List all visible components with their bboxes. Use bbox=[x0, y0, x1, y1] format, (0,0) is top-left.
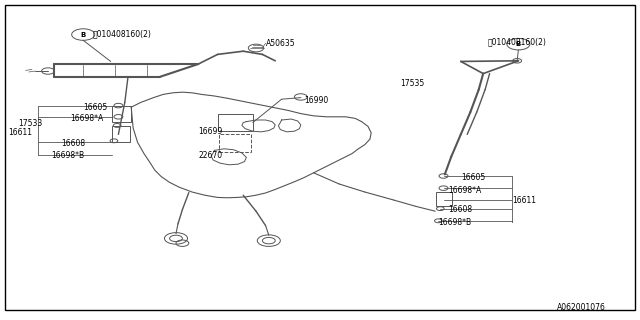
Text: B: B bbox=[81, 32, 86, 37]
Text: 16608: 16608 bbox=[61, 139, 85, 148]
Bar bbox=[436, 192, 452, 206]
Text: 22670: 22670 bbox=[198, 151, 223, 160]
Text: 16698*A: 16698*A bbox=[70, 114, 104, 123]
Bar bbox=[112, 126, 130, 142]
Bar bbox=[112, 106, 131, 122]
Text: Ⓑ010408160(2): Ⓑ010408160(2) bbox=[488, 37, 547, 46]
Text: A50635: A50635 bbox=[266, 39, 295, 48]
Text: 16990: 16990 bbox=[304, 96, 328, 105]
Text: 16698*B: 16698*B bbox=[438, 218, 472, 227]
Text: 17535: 17535 bbox=[400, 79, 424, 88]
Text: Ⓑ010408160(2): Ⓑ010408160(2) bbox=[93, 29, 152, 38]
Text: 16611: 16611 bbox=[512, 196, 536, 204]
Bar bbox=[218, 114, 253, 131]
Text: B: B bbox=[516, 41, 521, 47]
Text: 16698*A: 16698*A bbox=[448, 186, 481, 195]
Text: 16608: 16608 bbox=[448, 205, 472, 214]
Text: 16605: 16605 bbox=[83, 103, 108, 112]
Text: 17533: 17533 bbox=[18, 119, 42, 128]
Bar bbox=[219, 134, 251, 152]
Text: 16699: 16699 bbox=[198, 127, 223, 136]
Text: 16611: 16611 bbox=[8, 128, 32, 137]
Text: A062001076: A062001076 bbox=[557, 303, 605, 312]
Text: 16605: 16605 bbox=[461, 173, 485, 182]
Text: 16698*B: 16698*B bbox=[51, 151, 84, 160]
